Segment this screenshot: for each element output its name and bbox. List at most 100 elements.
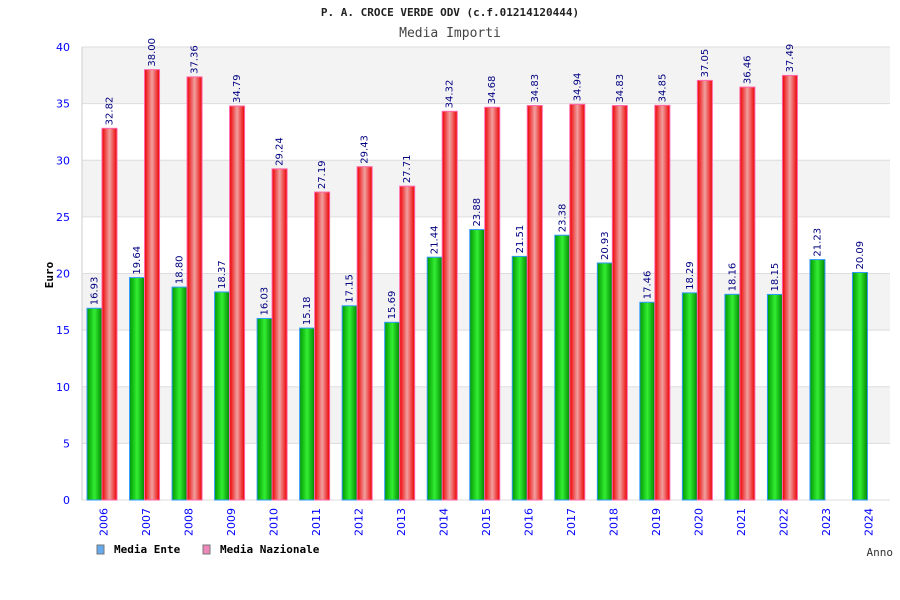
x-tick-label: 2013 <box>395 508 408 536</box>
y-axis-label: Euro <box>43 261 56 288</box>
bar-media-nazionale <box>526 105 543 501</box>
data-label: 36.46 <box>742 55 753 84</box>
data-label: 20.93 <box>600 231 611 260</box>
data-label: 18.15 <box>770 263 781 292</box>
y-tick-label: 15 <box>56 324 70 337</box>
data-label: 37.36 <box>190 45 201 74</box>
x-tick-label: 2022 <box>778 508 791 536</box>
data-label: 17.15 <box>345 274 356 303</box>
bar-media-ente <box>681 292 698 501</box>
bar-media-nazionale <box>739 86 756 501</box>
x-tick-label: 2016 <box>523 508 536 536</box>
y-tick-label: 10 <box>56 381 70 394</box>
x-tick-label: 2009 <box>225 508 238 536</box>
bar-media-ente <box>341 305 358 501</box>
data-label: 34.68 <box>487 76 498 105</box>
chart-title: P. A. CROCE VERDE ODV (c.f.01214120444) <box>321 6 579 19</box>
bar-media-nazionale <box>356 166 373 501</box>
bar-media-nazionale <box>229 105 246 501</box>
legend-label-media-nazionale: Media Nazionale <box>220 543 320 556</box>
data-label: 29.43 <box>360 135 371 164</box>
data-label: 16.03 <box>260 287 271 316</box>
bar-media-nazionale <box>186 76 203 501</box>
data-label: 17.46 <box>642 271 653 300</box>
x-tick-label: 2024 <box>863 508 876 536</box>
data-label: 34.94 <box>572 73 583 102</box>
data-label: 37.05 <box>700 49 711 78</box>
bar-media-ente <box>766 293 783 501</box>
bar-media-nazionale <box>654 104 671 501</box>
data-label: 15.18 <box>302 296 313 325</box>
bar-media-nazionale <box>399 185 416 501</box>
bar-media-ente <box>256 317 273 501</box>
legend-swatch-media-ente <box>96 544 105 555</box>
bar-media-ente <box>299 327 316 501</box>
data-label: 21.44 <box>430 226 441 255</box>
bar-media-ente <box>809 259 826 501</box>
grid-band <box>82 47 890 104</box>
legend: Media Ente Media Nazionale <box>96 543 320 556</box>
bar-media-nazionale <box>781 74 798 501</box>
y-tick-label: 0 <box>63 494 70 507</box>
bar-media-ente <box>86 307 103 501</box>
x-tick-label: 2014 <box>437 508 450 536</box>
data-label: 18.16 <box>727 263 738 292</box>
bar-media-ente <box>851 271 868 501</box>
data-label: 38.00 <box>147 38 158 67</box>
y-tick-label: 40 <box>56 41 70 54</box>
data-label: 23.88 <box>472 198 483 227</box>
x-tick-label: 2017 <box>565 508 578 536</box>
data-label: 21.51 <box>515 225 526 254</box>
bar-media-ente <box>426 256 443 501</box>
data-label: 34.83 <box>615 74 626 103</box>
data-label: 23.38 <box>557 204 568 233</box>
x-tick-label: 2021 <box>735 508 748 536</box>
data-label: 27.71 <box>402 155 413 184</box>
bar-media-ente <box>129 277 146 501</box>
data-label: 32.82 <box>105 97 116 126</box>
x-tick-label: 2010 <box>267 508 280 536</box>
data-label: 34.79 <box>232 74 243 103</box>
data-label: 34.32 <box>445 80 456 109</box>
y-tick-label: 25 <box>56 211 70 224</box>
data-label: 18.80 <box>175 255 186 284</box>
bar-media-ente <box>596 262 613 501</box>
bar-media-nazionale <box>484 106 501 501</box>
bar-media-ente <box>214 291 231 501</box>
bar-media-nazionale <box>314 191 331 501</box>
x-tick-label: 2006 <box>97 508 110 536</box>
legend-label-media-ente: Media Ente <box>114 543 181 556</box>
bar-media-ente <box>171 286 188 501</box>
bar-media-nazionale <box>144 69 161 501</box>
data-label: 29.24 <box>275 137 286 166</box>
bar-media-ente <box>554 234 571 501</box>
y-tick-label: 5 <box>63 437 70 450</box>
bar-media-nazionale <box>611 105 628 501</box>
legend-swatch-media-nazionale <box>202 544 211 555</box>
y-tick-label: 35 <box>56 98 70 111</box>
x-tick-label: 2012 <box>352 508 365 536</box>
data-label: 34.83 <box>530 74 541 103</box>
data-label: 27.19 <box>317 160 328 189</box>
y-tick-label: 20 <box>56 268 70 281</box>
x-tick-label: 2011 <box>310 508 323 536</box>
data-label: 20.09 <box>855 241 866 270</box>
bar-media-ente <box>511 255 528 501</box>
bar-media-nazionale <box>569 103 586 501</box>
x-tick-label: 2007 <box>140 508 153 536</box>
data-label: 18.29 <box>685 261 696 290</box>
x-tick-label: 2008 <box>182 508 195 536</box>
data-label: 16.93 <box>90 277 101 306</box>
y-tick-label: 30 <box>56 154 70 167</box>
bar-media-nazionale <box>101 127 118 501</box>
x-tick-label: 2015 <box>480 508 493 536</box>
data-label: 15.69 <box>387 291 398 320</box>
bar-media-nazionale <box>441 110 458 501</box>
data-label: 19.64 <box>132 246 143 275</box>
bar-media-nazionale <box>271 168 288 501</box>
data-label: 18.37 <box>217 260 228 289</box>
data-label: 34.85 <box>657 74 668 103</box>
chart-subtitle: Media Importi <box>399 26 501 41</box>
